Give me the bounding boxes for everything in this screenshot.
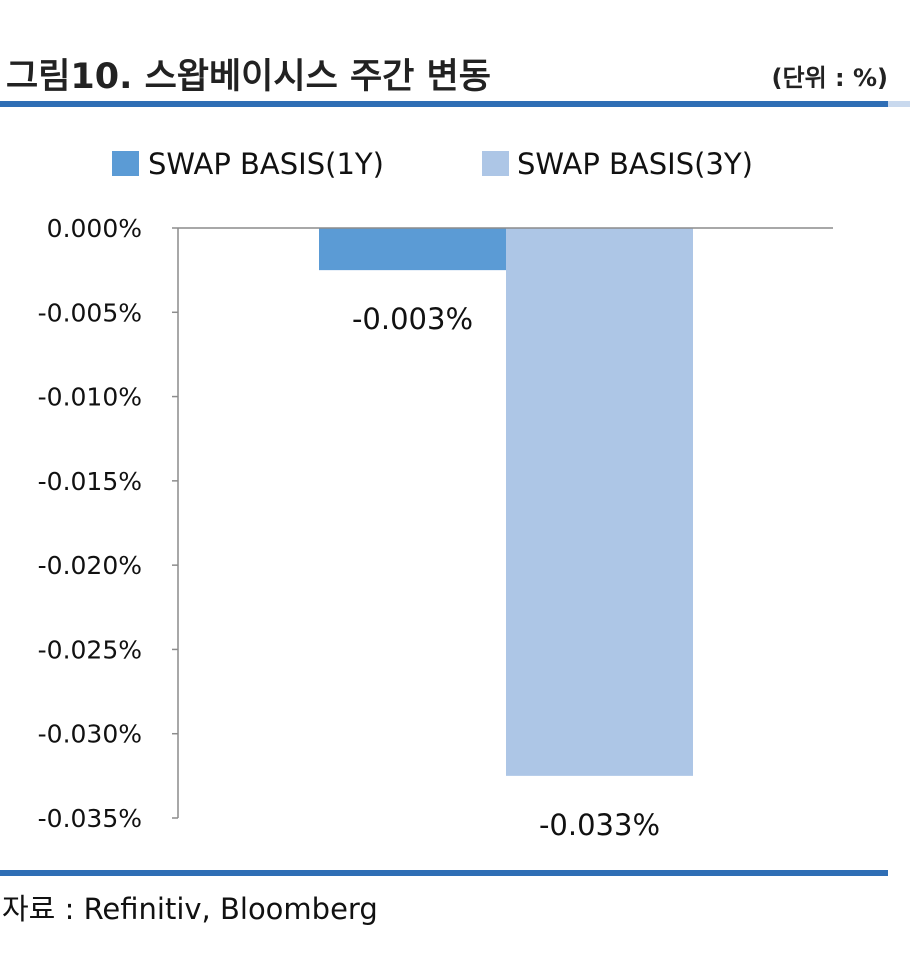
- y-tick-label: -0.030%: [38, 720, 142, 749]
- legend: SWAP BASIS(1Y) SWAP BASIS(3Y): [112, 147, 753, 181]
- y-tick-label: -0.020%: [38, 551, 142, 580]
- legend-label-1y: SWAP BASIS(1Y): [148, 147, 384, 181]
- y-tick-label: -0.025%: [38, 635, 142, 664]
- data-label-1y: -0.003%: [352, 302, 473, 336]
- legend-swatch-3y: [482, 151, 509, 176]
- bar-1y: [319, 228, 506, 271]
- source-note: 자료 : Refinitiv, Bloomberg: [2, 892, 378, 926]
- top-rule: [0, 101, 888, 107]
- chart-title: 그림10. 스왑베이시스 주간 변동: [6, 57, 491, 97]
- bottom-rule: [0, 870, 888, 876]
- data-labels: -0.003% -0.033%: [352, 302, 660, 842]
- y-tick-label: -0.010%: [38, 383, 142, 412]
- y-tick-label: -0.015%: [38, 467, 142, 496]
- bars: [319, 228, 693, 776]
- data-label-3y: -0.033%: [539, 808, 660, 842]
- legend-label-3y: SWAP BASIS(3Y): [517, 147, 753, 181]
- top-rule-fade: [888, 101, 910, 107]
- y-tick-label: 0.000%: [47, 214, 142, 243]
- unit-label: (단위 : %): [771, 64, 888, 92]
- y-tick-label: -0.035%: [38, 804, 142, 833]
- y-axis-ticks: 0.000% -0.005% -0.010% -0.015% -0.020% -0.025…: [38, 214, 178, 833]
- legend-swatch-1y: [112, 151, 139, 176]
- y-tick-label: -0.005%: [38, 298, 142, 327]
- bar-3y: [506, 228, 693, 776]
